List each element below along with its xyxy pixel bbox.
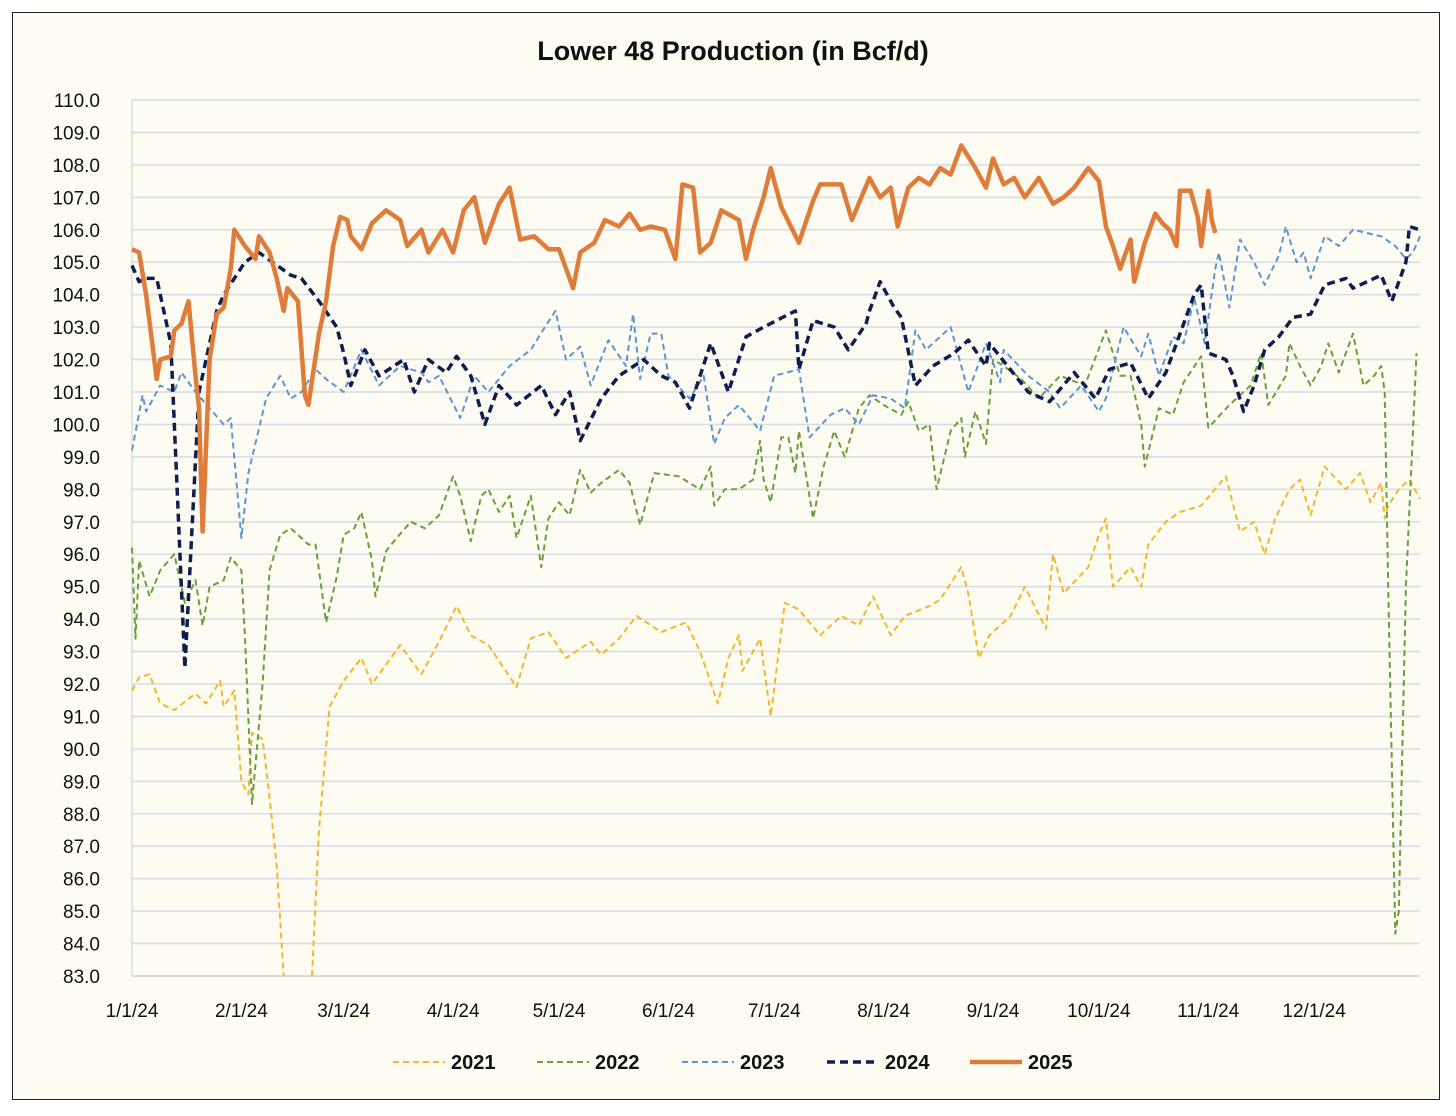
x-tick-label: 6/1/24	[642, 1001, 695, 1022]
y-tick-label: 108.0	[52, 156, 100, 177]
y-tick-label: 89.0	[63, 772, 100, 793]
series-line-2022	[131, 329, 1418, 935]
chart-frame	[12, 12, 1440, 1100]
series-line-2021	[131, 465, 1421, 976]
legend: 2021 2022 2023 2024 2025	[393, 1052, 1073, 1074]
y-tick-label: 88.0	[63, 805, 100, 826]
y-tick-label: 97.0	[63, 513, 100, 534]
y-tick-label: 95.0	[63, 578, 100, 599]
y-tick-label: 101.0	[52, 383, 100, 404]
y-tick-label: 103.0	[52, 318, 100, 339]
legend-label: 2024	[885, 1052, 930, 1074]
y-tick-label: 84.0	[63, 935, 100, 956]
y-tick-label: 105.0	[52, 253, 100, 274]
series-line-2025	[131, 143, 1218, 534]
y-tick-label: 83.0	[63, 967, 100, 988]
x-tick-label: 1/1/24	[106, 1001, 159, 1022]
series-line-2023	[131, 225, 1421, 539]
y-tick-label: 102.0	[52, 351, 100, 372]
x-tick-label: 4/1/24	[427, 1001, 480, 1022]
y-tick-label: 87.0	[63, 837, 100, 858]
gridlines	[131, 99, 1420, 977]
x-tick-label: 3/1/24	[317, 1001, 370, 1022]
x-tick-label: 9/1/24	[967, 1001, 1020, 1022]
y-tick-label: 99.0	[63, 448, 100, 469]
y-axis: 110.0 109.0 108.0 107.0 106.0 105.0 104.0 103.0…	[52, 91, 100, 988]
y-tick-label: 91.0	[63, 707, 100, 728]
x-tick-label: 11/1/24	[1177, 1001, 1239, 1022]
y-tick-label: 85.0	[63, 902, 100, 923]
y-tick-label: 107.0	[52, 188, 100, 209]
x-tick-label: 5/1/24	[533, 1001, 586, 1022]
x-axis: 1/1/24 2/1/24 3/1/24 4/1/24 5/1/24 6/1/24 7/1/…	[106, 1001, 1347, 1022]
y-tick-label: 104.0	[52, 286, 100, 307]
x-tick-label: 10/1/24	[1067, 1001, 1131, 1022]
y-tick-label: 92.0	[63, 675, 100, 696]
y-tick-label: 86.0	[63, 870, 100, 891]
x-tick-label: 12/1/24	[1282, 1001, 1346, 1022]
y-tick-label: 110.0	[54, 91, 100, 112]
legend-label: 2025	[1028, 1052, 1073, 1074]
y-tick-label: 100.0	[52, 415, 100, 436]
y-tick-label: 98.0	[63, 480, 100, 501]
y-tick-label: 93.0	[63, 643, 100, 664]
series-lines	[130, 143, 1421, 976]
legend-label: 2021	[451, 1052, 496, 1074]
y-tick-label: 94.0	[63, 610, 100, 631]
chart-title: Lower 48 Production (in Bcf/d)	[537, 36, 929, 66]
y-tick-label: 109.0	[52, 123, 100, 144]
x-tick-label: 8/1/24	[857, 1001, 910, 1022]
y-tick-label: 96.0	[63, 545, 100, 566]
legend-label: 2023	[740, 1052, 785, 1074]
legend-label: 2022	[595, 1052, 640, 1074]
y-tick-label: 90.0	[63, 740, 100, 761]
y-tick-label: 106.0	[52, 221, 100, 242]
x-tick-label: 7/1/24	[748, 1001, 801, 1022]
x-tick-label: 2/1/24	[215, 1001, 268, 1022]
